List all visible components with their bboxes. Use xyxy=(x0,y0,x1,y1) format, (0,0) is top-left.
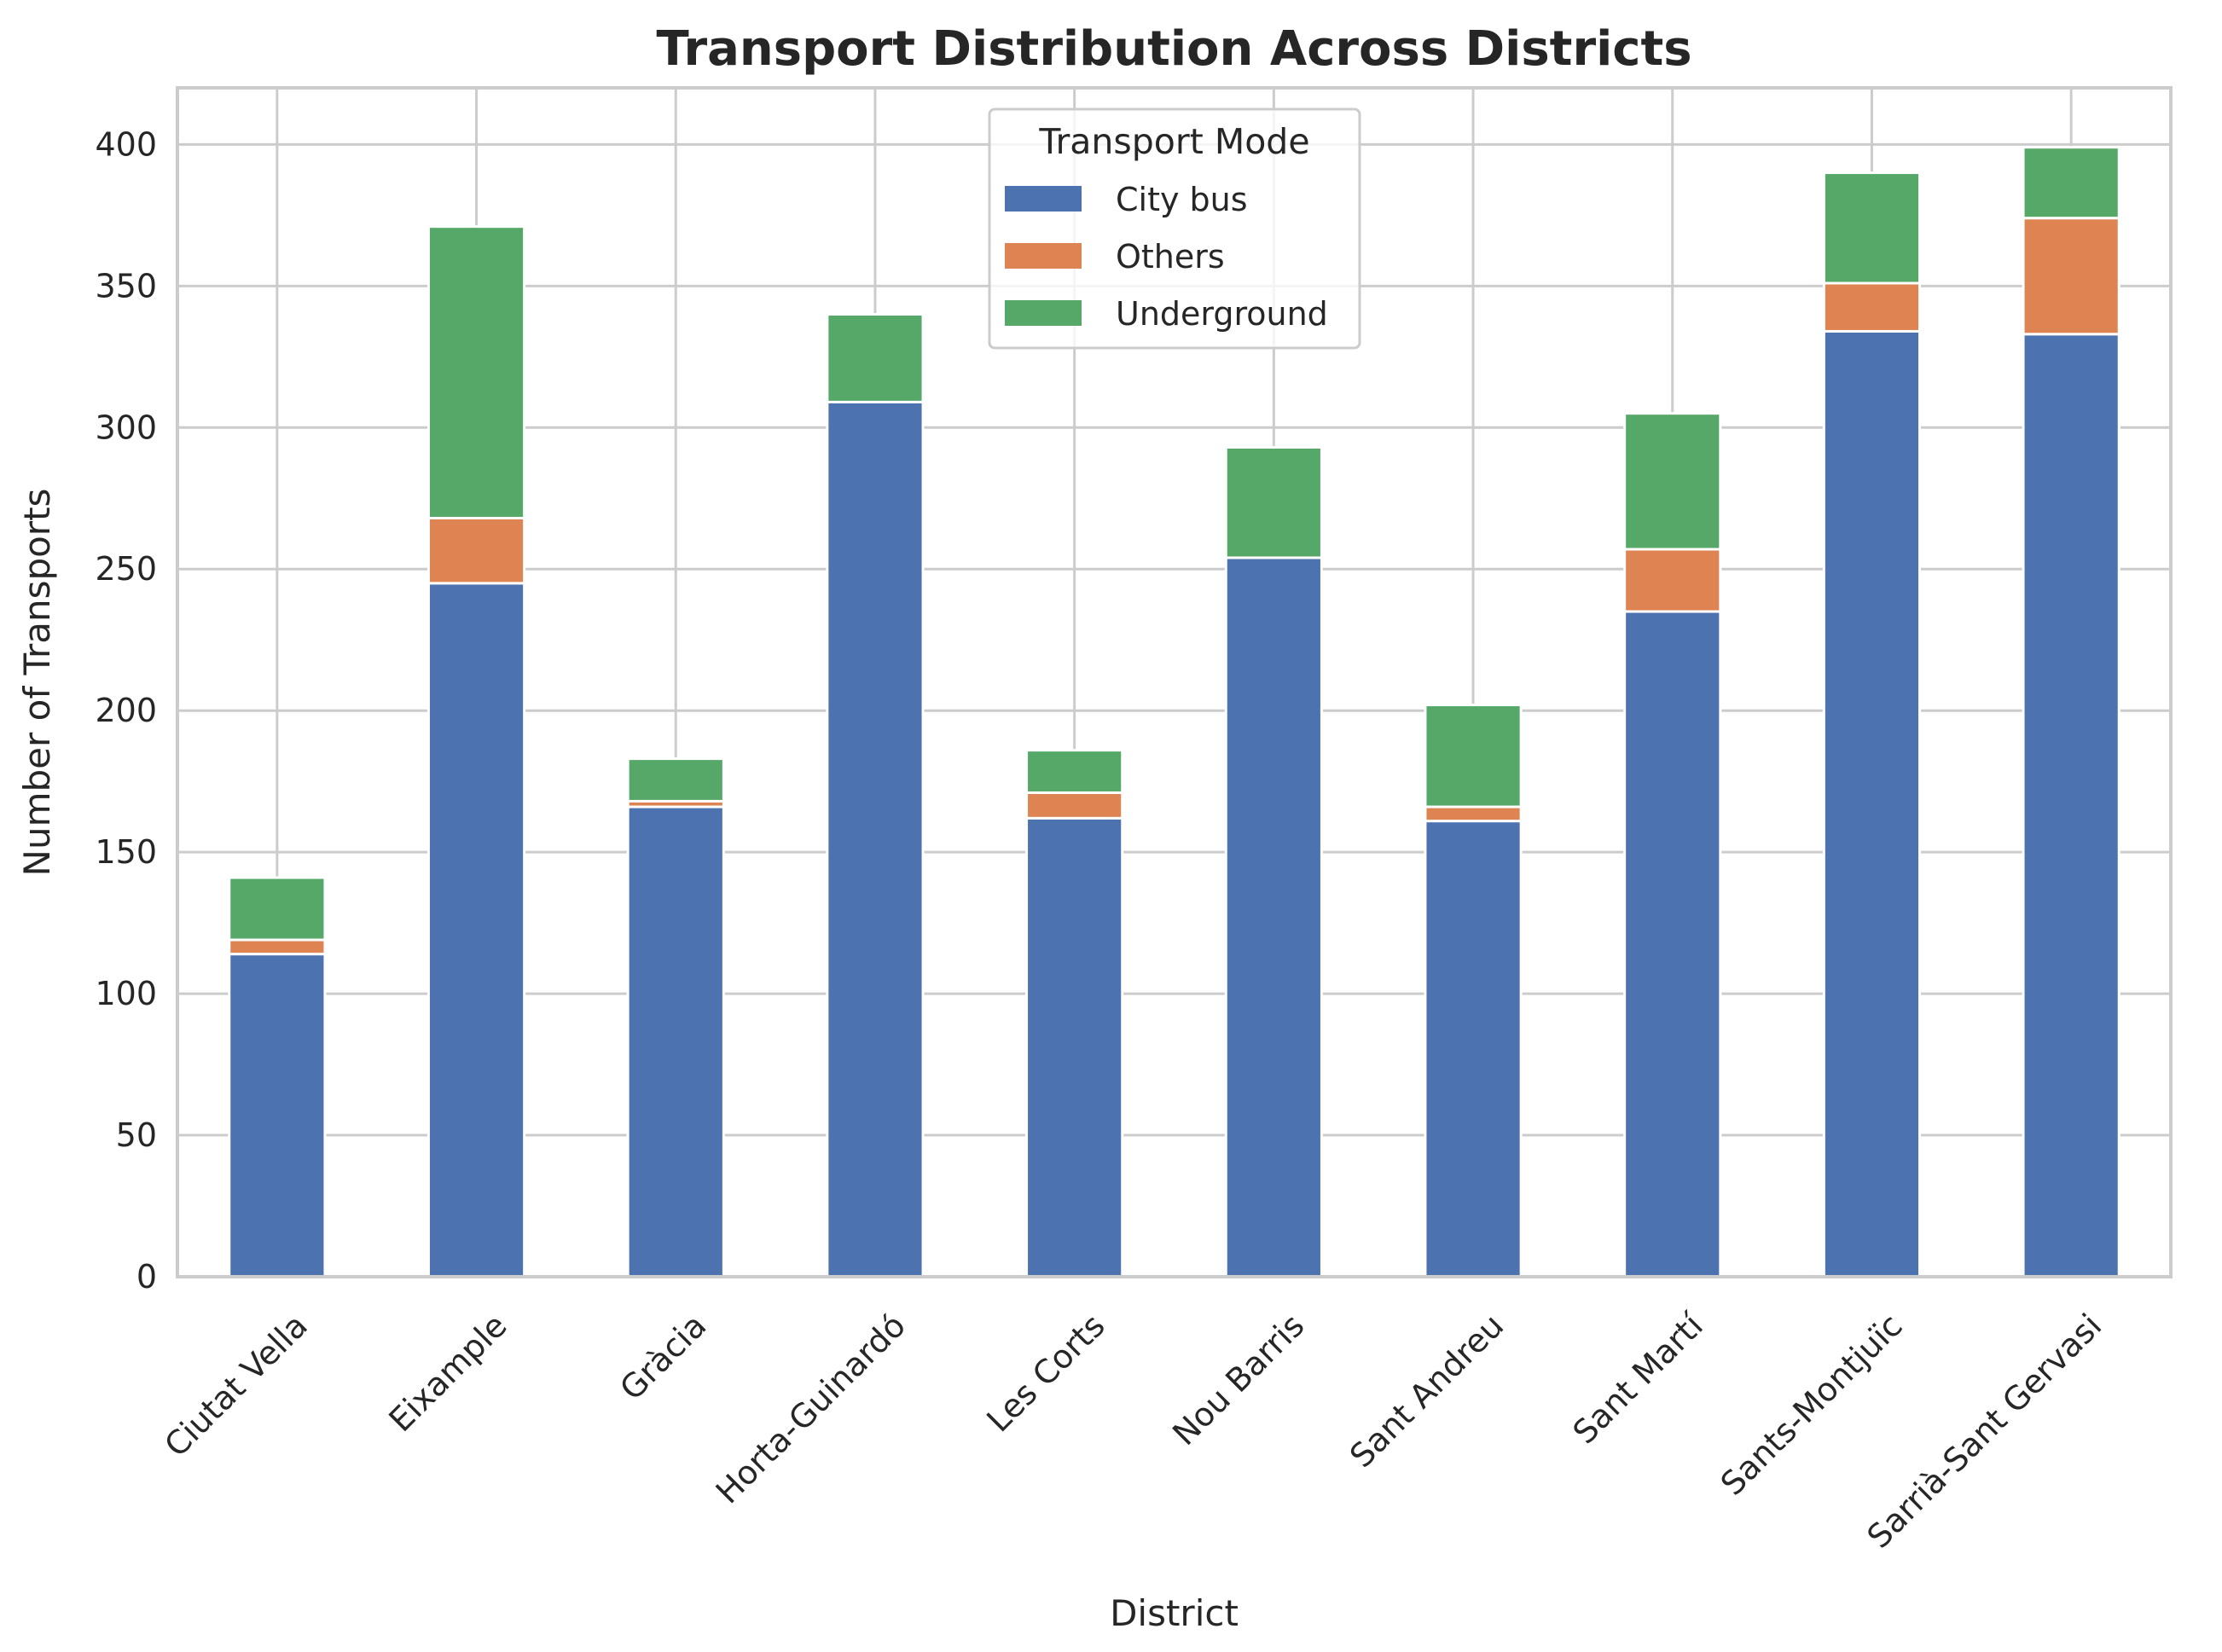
legend-swatch xyxy=(1005,243,1082,269)
bar-segment xyxy=(228,938,327,956)
bar-segment xyxy=(1822,329,1922,1278)
bar-segment xyxy=(626,757,725,803)
y-tick-label: 200 xyxy=(95,692,157,729)
chart-title: Transport Distribution Across Districts xyxy=(656,21,1691,77)
bar-segment xyxy=(1623,610,1722,1278)
x-axis-ticks: Ciutat Vella Eixample GràciaHorta-Guinardó… xyxy=(157,1306,2109,1556)
legend-box xyxy=(988,107,1361,350)
bar-segment xyxy=(626,805,725,1278)
legend-label: Underground xyxy=(1116,295,1328,333)
y-tick-label: 0 xyxy=(136,1258,157,1296)
bar-segment xyxy=(1822,171,1922,285)
bar-segment xyxy=(426,516,526,585)
bar-segment xyxy=(1623,548,1722,613)
x-tick-label: Sants-Montjuïc xyxy=(1714,1307,1910,1503)
x-tick-label: Sant Martí xyxy=(1565,1306,1710,1451)
y-tick-label: 50 xyxy=(116,1116,157,1154)
x-tick-label: Horta-Guinardó xyxy=(709,1307,913,1510)
bar-segment xyxy=(1025,749,1124,794)
y-tick-label: 350 xyxy=(95,267,157,304)
legend-items: City bus Others Underground xyxy=(1005,181,1328,333)
x-tick-label: Eixample xyxy=(382,1307,514,1439)
bar-segment xyxy=(1424,820,1523,1278)
y-axis-label: Number of Transports xyxy=(16,489,58,877)
bar-segment xyxy=(826,400,925,1278)
legend-swatch xyxy=(1005,300,1082,326)
bar-segment xyxy=(826,313,925,403)
legend-swatch xyxy=(1005,186,1082,212)
legend-title: Transport Mode xyxy=(1038,121,1309,162)
y-tick-label: 100 xyxy=(95,975,157,1012)
x-tick-label: Les Corts xyxy=(979,1307,1111,1439)
bar-segment xyxy=(1025,816,1124,1278)
bar-segment xyxy=(1822,281,1922,333)
x-axis-label: District xyxy=(1110,1592,1239,1634)
bar-segment xyxy=(1224,556,1323,1278)
y-tick-label: 250 xyxy=(95,550,157,588)
x-tick-label: Gràcia xyxy=(612,1307,713,1407)
bar-segment xyxy=(2022,333,2120,1278)
bar-segment xyxy=(228,876,327,942)
bar-segment xyxy=(426,582,526,1278)
bar-segment xyxy=(1623,412,1722,551)
bar-segment xyxy=(2022,146,2120,220)
y-tick-label: 400 xyxy=(95,125,157,163)
bars xyxy=(228,146,2120,1278)
x-tick-label: Sant Andreu xyxy=(1343,1307,1511,1475)
legend: Transport Mode City bus Others Underground xyxy=(988,107,1361,350)
plot-area-frame xyxy=(176,86,2173,1278)
y-axis-ticks: 0 50 100 150 200 250 300 350 400 xyxy=(95,125,157,1296)
bar-segment xyxy=(2022,217,2120,336)
bar-segment xyxy=(1424,704,1523,809)
y-tick-label: 150 xyxy=(95,833,157,871)
y-tick-label: 300 xyxy=(95,409,157,446)
x-tick-label: Ciutat Vella xyxy=(157,1307,315,1464)
x-tick-label: Nou Barris xyxy=(1165,1307,1311,1452)
bar-segment xyxy=(1224,446,1323,559)
bar-segment xyxy=(1025,791,1124,820)
bar-segment xyxy=(426,225,526,519)
legend-label: City bus xyxy=(1116,181,1248,218)
bar-segment xyxy=(1424,805,1523,823)
bar-segment xyxy=(228,953,327,1278)
legend-label: Others xyxy=(1116,238,1225,275)
